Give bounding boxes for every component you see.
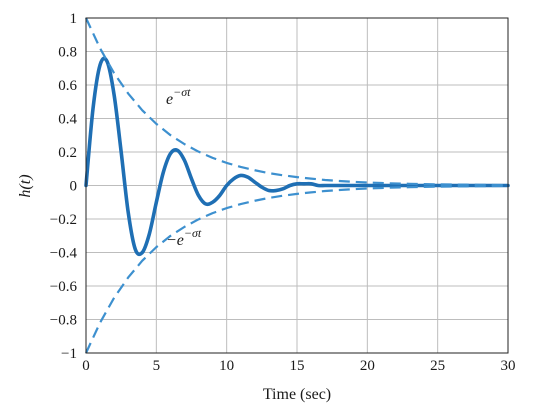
lower-envelope-exponent: −σt bbox=[184, 226, 202, 240]
upper-envelope-line bbox=[85, 17, 509, 187]
plot-frame bbox=[85, 17, 509, 354]
x-tick-label: 5 bbox=[153, 358, 161, 374]
y-tick-label: 0.4 bbox=[58, 112, 77, 128]
y-tick-label: 0.8 bbox=[58, 45, 77, 61]
x-tick-label: 30 bbox=[501, 358, 516, 374]
series-layer bbox=[84, 17, 510, 354]
y-tick-label: 0.2 bbox=[58, 145, 77, 161]
y-tick-label: −0.2 bbox=[50, 212, 77, 228]
upper-envelope-base: e bbox=[166, 91, 173, 108]
y-tick-label: −0.6 bbox=[50, 279, 78, 295]
upper-envelope-exponent: −σt bbox=[173, 85, 191, 99]
lower-envelope-line bbox=[85, 184, 509, 354]
lower-envelope-annotation: −e−σt bbox=[166, 226, 202, 249]
lower-envelope-base: −e bbox=[166, 232, 184, 249]
x-tick-label: 25 bbox=[430, 358, 445, 374]
x-tick-label: 15 bbox=[290, 358, 305, 374]
y-axis-label: h(t) bbox=[17, 174, 34, 197]
y-tick-label: 0 bbox=[70, 179, 78, 195]
y-tick-label: −0.4 bbox=[50, 246, 78, 262]
x-tick-label: 0 bbox=[82, 358, 90, 374]
tick-labels: 0 5 10 15 20 25 30 −1 −0.8 −0.6 −0.4 −0.2 0 0.2 0.4 0.6… bbox=[50, 11, 516, 374]
x-tick-label: 20 bbox=[360, 358, 375, 374]
x-axis-label: Time (sec) bbox=[263, 386, 331, 403]
y-tick-label: 1 bbox=[70, 11, 78, 27]
x-tick-label: 10 bbox=[219, 358, 234, 374]
y-tick-label: −1 bbox=[61, 346, 77, 362]
y-tick-label: 0.6 bbox=[58, 78, 77, 94]
y-tick-label: −0.8 bbox=[50, 313, 77, 329]
impulse-response-line bbox=[84, 56, 510, 257]
upper-envelope-annotation: e−σt bbox=[166, 85, 191, 108]
